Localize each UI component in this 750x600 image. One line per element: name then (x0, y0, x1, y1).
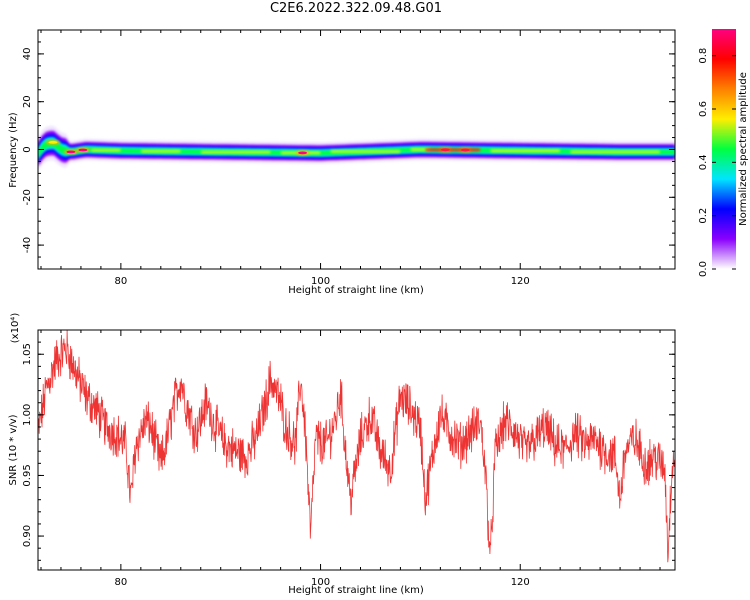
spectrogram-x-axis-label: Height of straight line (km) (288, 285, 424, 296)
snr-y-tick-label: 1.05 (22, 343, 33, 365)
spectrogram-x-tick-label: 80 (115, 276, 128, 287)
spectrogram-y-tick-label: 0 (22, 146, 33, 152)
spectrogram-x-tick-label: 120 (511, 276, 530, 287)
spectrogram-streak (410, 148, 431, 151)
snr-y-tick-label: 1.00 (22, 404, 33, 426)
snr-frame (37, 329, 676, 571)
colorbar-tick-label: 0.6 (698, 101, 709, 117)
snr-y-axis-label: SNR (10 * v/v) (8, 414, 19, 485)
spectrogram-y-axis-label: Frequency (Hz) (8, 112, 19, 188)
snr-x-tick-label: 80 (115, 577, 128, 588)
spectrogram-y-ticks: -40 -20 0 20 40 (22, 29, 675, 270)
snr-x-axis-label: Height of straight line (km) (288, 585, 424, 596)
snr-y-tick-label: 0.90 (22, 525, 33, 547)
chart-title: C2E6.2022.322.09.48.G01 (269, 1, 443, 16)
spectrogram-streak (330, 150, 401, 153)
colorbar-label: Normalized spectral amplitude (738, 72, 749, 226)
spectrogram-streak (140, 149, 181, 153)
spectrogram-core (425, 148, 481, 152)
spectrogram-streak (570, 150, 661, 154)
spectrogram-x-tick-label: 100 (311, 276, 330, 287)
spectrogram-x-ticks: 80 100 120 (40, 30, 661, 287)
spectrogram-y-tick-label: 40 (22, 48, 33, 61)
colorbar: 0.0 0.2 0.4 0.6 0.8 Normalized spectral ampl… (698, 29, 749, 277)
spectrogram-peak (66, 150, 76, 154)
snr-x-ticks: 80 100 120 (40, 330, 661, 588)
colorbar-tick-label: 0.4 (698, 154, 709, 170)
snr-y-tick-label: 0.95 (22, 464, 33, 486)
snr-x-tick-label: 100 (311, 577, 330, 588)
colorbar-tick-label: 0.8 (698, 48, 709, 64)
colorbar-ticks: 0.0 0.2 0.4 0.6 0.8 (698, 48, 736, 277)
spectrogram-band-layer (38, 139, 675, 159)
colorbar-tick-label: 0.2 (698, 208, 709, 224)
spectrogram-streak (90, 148, 121, 152)
snr-multiplier-label: (x10⁴) (10, 313, 21, 344)
colorbar-tick-label: 0.0 (698, 261, 709, 277)
snr-x-tick-label: 120 (511, 577, 530, 588)
snr-plot-area (38, 330, 675, 570)
spectrogram-band-layer (38, 137, 675, 161)
spectrogram-panel: 80 100 120 -40 -20 0 20 40 Height of straight … (8, 29, 676, 296)
spectrogram-band (38, 125, 675, 172)
spectrogram-y-tick-label: -40 (22, 237, 33, 253)
spectrogram-streak (200, 150, 271, 154)
spectrogram-streak (490, 149, 561, 152)
spectrogram-peak (298, 151, 308, 155)
spectrogram-y-tick-label: -20 (22, 189, 33, 205)
spectrogram-y-tick-label: 20 (22, 95, 33, 108)
snr-panel: 80 100 120 0.90 0.95 1.00 1.05 Height of stra… (8, 313, 676, 596)
spectrogram-peak (78, 148, 88, 152)
snr-series-line (38, 330, 675, 563)
snr-y-ticks: 0.90 0.95 1.00 1.05 (22, 329, 675, 561)
spectrogram-peak (48, 140, 58, 144)
colorbar-strip (712, 29, 736, 269)
